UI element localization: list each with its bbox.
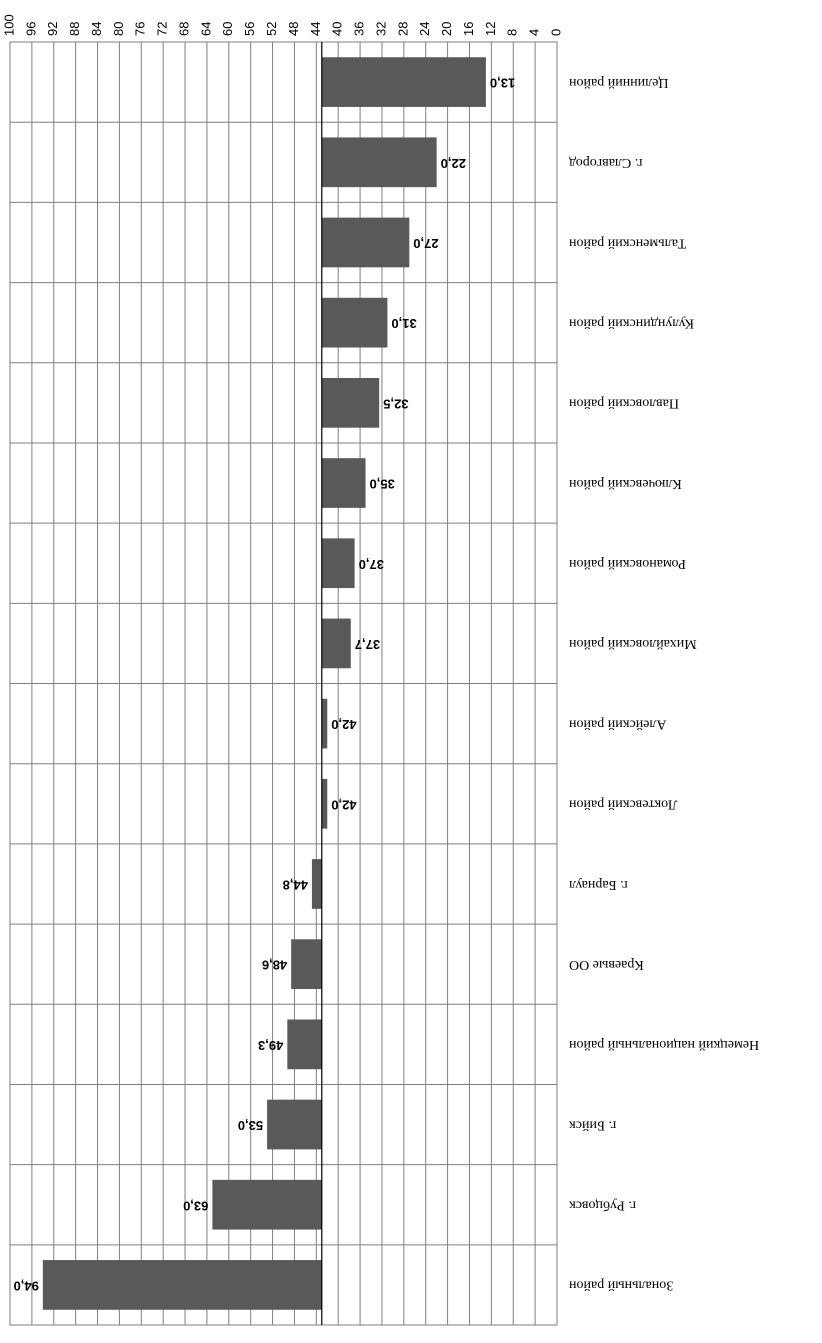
- tick-label-1: 4: [527, 29, 542, 36]
- category-label-15: Зональный район: [569, 1278, 674, 1293]
- bar-5: [321, 458, 366, 508]
- tick-label-15: 60: [220, 22, 235, 36]
- category-label-14: г. Рубцовск: [569, 1198, 636, 1213]
- tick-label-19: 76: [133, 22, 148, 36]
- tick-label-24: 96: [23, 22, 38, 36]
- tick-label-25: 100: [1, 14, 16, 36]
- bar-13: [267, 1099, 322, 1150]
- value-label-12: 49,3: [258, 1038, 283, 1053]
- category-label-3: Кулундинский район: [569, 315, 694, 330]
- bar-3: [321, 297, 388, 348]
- tick-label-7: 28: [395, 22, 410, 36]
- tick-label-11: 44: [308, 22, 323, 36]
- value-label-1: 22,0: [441, 156, 466, 171]
- tick-label-10: 40: [330, 22, 345, 36]
- bar-14: [212, 1179, 322, 1230]
- tick-label-8: 32: [373, 22, 388, 36]
- value-label-7: 37,7: [355, 637, 380, 652]
- tick-label-6: 24: [417, 22, 432, 36]
- category-label-4: Павловский район: [568, 396, 678, 411]
- category-label-12: Немецкий национальный район: [568, 1037, 759, 1052]
- bar-0: [321, 57, 486, 107]
- tick-label-13: 52: [264, 22, 279, 36]
- bar-1: [321, 137, 437, 188]
- category-label-7: Михайловский район: [569, 636, 697, 651]
- value-label-11: 48,6: [262, 958, 287, 973]
- tick-label-0: 0: [548, 29, 563, 36]
- bar-2: [321, 217, 410, 268]
- value-label-0: 13,0: [490, 76, 515, 91]
- tick-label-12: 48: [286, 22, 301, 36]
- tick-labels: 0481216202428323640444852566064687276808…: [1, 14, 563, 36]
- value-label-13: 53,0: [238, 1118, 263, 1133]
- tick-label-4: 16: [461, 22, 476, 36]
- tick-label-17: 68: [176, 22, 191, 36]
- bar-15: [42, 1260, 322, 1310]
- bar-8: [321, 698, 328, 749]
- value-label-8: 42,0: [331, 717, 356, 732]
- value-label-10: 44,8: [283, 878, 308, 893]
- tick-label-18: 72: [155, 22, 170, 36]
- category-label-6: Романовский район: [569, 556, 686, 571]
- category-label-8: Алейский район: [569, 716, 667, 731]
- tick-label-3: 12: [483, 22, 498, 36]
- value-label-14: 63,0: [183, 1198, 208, 1213]
- bar-12: [287, 1019, 322, 1070]
- bar-4: [321, 377, 380, 428]
- tick-label-9: 36: [352, 22, 367, 36]
- value-label-15: 94,0: [14, 1278, 39, 1293]
- bar-9: [321, 778, 328, 829]
- category-label-0: Целинний район: [569, 75, 669, 90]
- category-label-5: Ключевский район: [568, 476, 681, 491]
- bar-10: [311, 859, 322, 909]
- category-label-11: Краевые ОО: [569, 957, 644, 972]
- value-label-9: 42,0: [331, 797, 356, 812]
- tick-label-20: 80: [111, 22, 126, 36]
- value-label-2: 27,0: [413, 236, 438, 251]
- bars: [42, 57, 486, 1310]
- tick-label-23: 92: [45, 22, 60, 36]
- category-label-1: г. Славгород: [569, 155, 642, 170]
- tick-label-5: 20: [439, 22, 454, 36]
- rotated-chart-group: 13,0 22,0 27,0 31,0 32,5 35,0 37,0 37,7 42,0 42,0…: [1, 14, 759, 1326]
- tick-label-22: 88: [67, 22, 82, 36]
- tick-label-14: 56: [242, 22, 257, 36]
- tick-label-2: 8: [505, 29, 520, 36]
- category-label-9: Локтевский район: [568, 797, 677, 812]
- bar-11: [291, 939, 322, 990]
- category-labels: Целинний район г. Славгород Тальменский ра…: [568, 75, 759, 1293]
- category-label-13: г. Бийск: [569, 1117, 616, 1132]
- tick-label-16: 64: [198, 22, 213, 36]
- category-label-2: Тальменский район: [569, 235, 687, 250]
- category-label-10: г. Барнаул: [569, 877, 628, 892]
- tick-label-21: 84: [89, 22, 104, 36]
- bar-6: [321, 538, 355, 589]
- value-labels: 13,0 22,0 27,0 31,0 32,5 35,0 37,0 37,7 42,0 42,0…: [14, 76, 516, 1294]
- value-label-4: 32,5: [383, 396, 408, 411]
- value-label-3: 31,0: [391, 316, 416, 331]
- value-label-6: 37,0: [359, 557, 384, 572]
- bar-7: [321, 618, 351, 669]
- value-label-5: 35,0: [370, 477, 395, 492]
